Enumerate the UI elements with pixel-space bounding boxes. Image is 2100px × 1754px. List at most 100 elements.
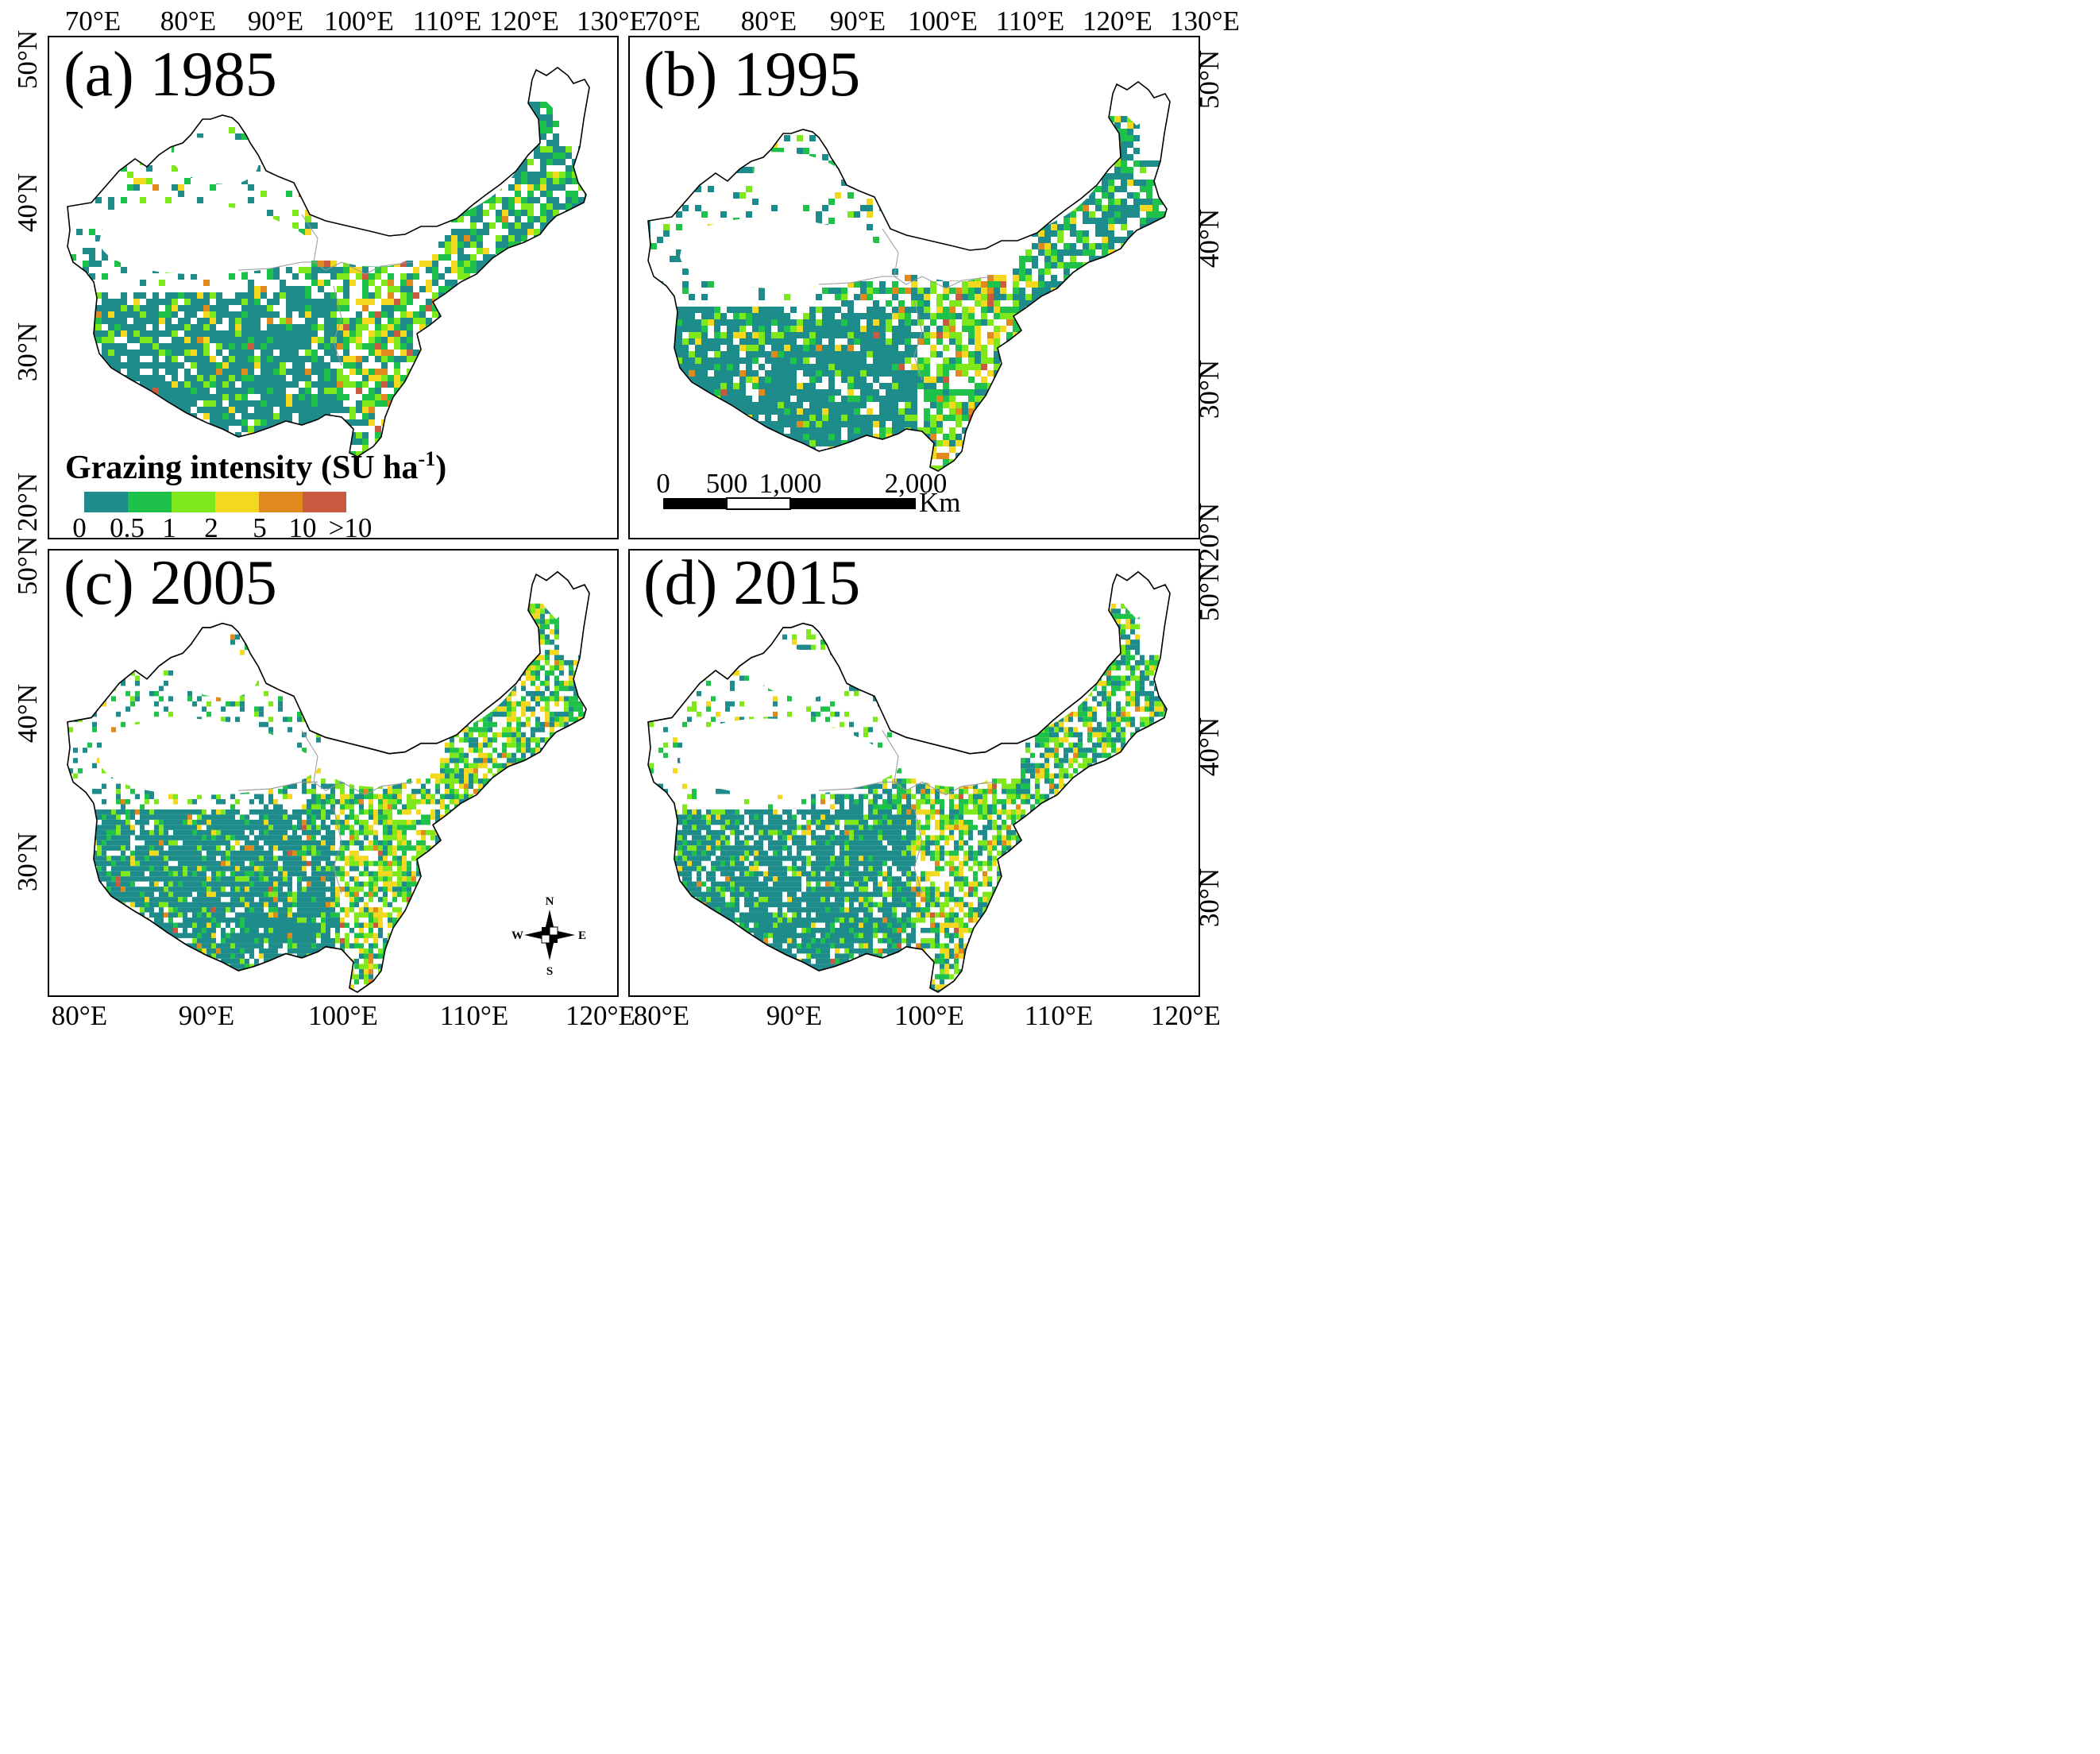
panel-b-top-tick-6: 130°E [1170, 6, 1240, 37]
legend-swatches [84, 492, 346, 512]
north-label: N [546, 895, 554, 908]
scale-label-1000: 1,000 [759, 468, 822, 499]
desert-void [318, 226, 420, 267]
grazing-pixels [68, 70, 589, 457]
panel-c-title: (c) 2005 [64, 548, 277, 618]
panel-b-right-tick-2: 30°N [1194, 360, 1225, 419]
panel-c-bottom-tick-2: 100°E [308, 1000, 378, 1031]
desert-void [754, 152, 840, 199]
desert-void [534, 574, 572, 620]
panel-a-top-tick-6: 130°E [577, 6, 647, 37]
grazing-legend: Grazing intensity (SU ha-1) 0 0.5 1 2 5 10 >10 [65, 447, 446, 543]
legend-swatch-1 [128, 492, 172, 512]
desert-void [1114, 574, 1152, 620]
panel-frames [48, 36, 1200, 997]
legend-tick-1: 0.5 [110, 512, 145, 543]
panel-b-top-tick-3: 100°E [908, 6, 978, 37]
panel-d-bottom-tick-3: 110°E [1025, 1000, 1094, 1031]
panel-b-title: (b) 1995 [643, 40, 860, 110]
province-border [237, 261, 318, 271]
panel-b-right-tick-1: 40°N [1194, 209, 1225, 268]
province-border [818, 276, 898, 285]
desert-void [680, 218, 898, 288]
panel-b-right-tick-0: 50°N [1194, 50, 1225, 109]
province-border [333, 285, 342, 366]
desert-void [898, 743, 1001, 787]
panel-a-left-tick-1: 40°N [12, 173, 43, 232]
province-border [882, 228, 994, 289]
legend-swatch-0 [84, 492, 128, 512]
panel-d-bottom-tick-4: 120°E [1151, 1000, 1221, 1031]
province-border [882, 730, 994, 796]
panel-c-bottom-tick-3: 110°E [440, 1000, 509, 1031]
legend-tick-3: 2 [204, 512, 218, 543]
panel-a-top-tick-4: 110°E [413, 6, 482, 37]
panel-b-top-tick-0: 70°E [645, 6, 701, 37]
scale-bar-seg-1 [663, 498, 727, 509]
maps [67, 67, 1171, 993]
desert-void [318, 743, 420, 787]
scale-bar-seg-3 [790, 498, 916, 509]
legend-tick-5: 10 [289, 512, 317, 543]
legend-tick-6: >10 [329, 512, 373, 543]
desert-void [1114, 84, 1152, 126]
desert-void [898, 241, 1001, 281]
panel-a-left-tick-3: 20°N [12, 473, 43, 531]
panel-a-top-tick-5: 120°E [489, 6, 559, 37]
panel-a-top-tick-2: 90°E [248, 6, 303, 37]
panel-d-right-tick-0: 50°N [1194, 562, 1225, 621]
scale-unit: Km [919, 487, 961, 518]
map-b [647, 81, 1171, 472]
east-label: E [578, 929, 586, 942]
panel-c-bottom-tick-0: 80°E [52, 1000, 107, 1031]
panel-b-right-tick-3: 20°N [1194, 503, 1225, 562]
panel-d-bottom-tick-2: 100°E [894, 1000, 964, 1031]
province-border [301, 730, 414, 796]
desert-void [173, 137, 259, 184]
panel-d-right-tick-2: 30°N [1194, 868, 1225, 927]
desert-void [534, 70, 572, 111]
panel-b-top-tick-1: 80°E [741, 6, 797, 37]
panel-c-frame [48, 549, 619, 997]
panel-a-top-tick-3: 100°E [324, 6, 394, 37]
legend-title: Grazing intensity (SU ha-1) [65, 447, 446, 486]
legend-swatch-2 [172, 492, 215, 512]
panel-b-top-tick-4: 110°E [996, 6, 1065, 37]
panel-c-bottom-tick-1: 90°E [179, 1000, 234, 1031]
scale-bar: 0 500 1,000 2,000 Km [656, 468, 960, 518]
scale-label-2000: 2,000 [885, 468, 948, 499]
grazing-pixels [648, 84, 1170, 471]
province-border [818, 781, 898, 791]
west-label: W [511, 929, 523, 942]
panel-a-title: (a) 1985 [64, 40, 277, 110]
legend-swatch-4 [259, 492, 303, 512]
legend-swatch-5 [303, 492, 346, 512]
panel-c-left-tick-0: 50°N [12, 536, 43, 595]
province-border [301, 214, 414, 275]
panel-c-left-tick-1: 40°N [12, 684, 43, 743]
panel-d-frame [628, 549, 1200, 997]
province-border [913, 807, 923, 894]
panel-d-bottom-tick-1: 90°E [766, 1000, 822, 1031]
panel-d-bottom-tick-0: 80°E [634, 1000, 689, 1031]
desert-void [754, 647, 840, 698]
panel-a-left-tick-2: 30°N [12, 323, 43, 381]
north-arrow-icon: N S E W [511, 895, 586, 978]
panel-d-title: (d) 2015 [643, 548, 860, 618]
panel-b-top-tick-2: 90°E [830, 6, 886, 37]
panel-b-top-tick-5: 120°E [1083, 6, 1152, 37]
panel-b-frame [628, 36, 1200, 539]
scale-bar-seg-2 [726, 497, 791, 510]
desert-void [680, 718, 898, 795]
panel-d-right-tick-1: 40°N [1194, 717, 1225, 776]
scale-label-0: 0 [656, 468, 670, 499]
province-border [333, 807, 342, 894]
desert-void [173, 647, 259, 698]
legend-swatch-3 [215, 492, 259, 512]
panel-a-left-tick-0: 50°N [12, 30, 43, 89]
province-border [913, 299, 923, 381]
desert-void [99, 718, 318, 795]
province-border [237, 781, 318, 791]
